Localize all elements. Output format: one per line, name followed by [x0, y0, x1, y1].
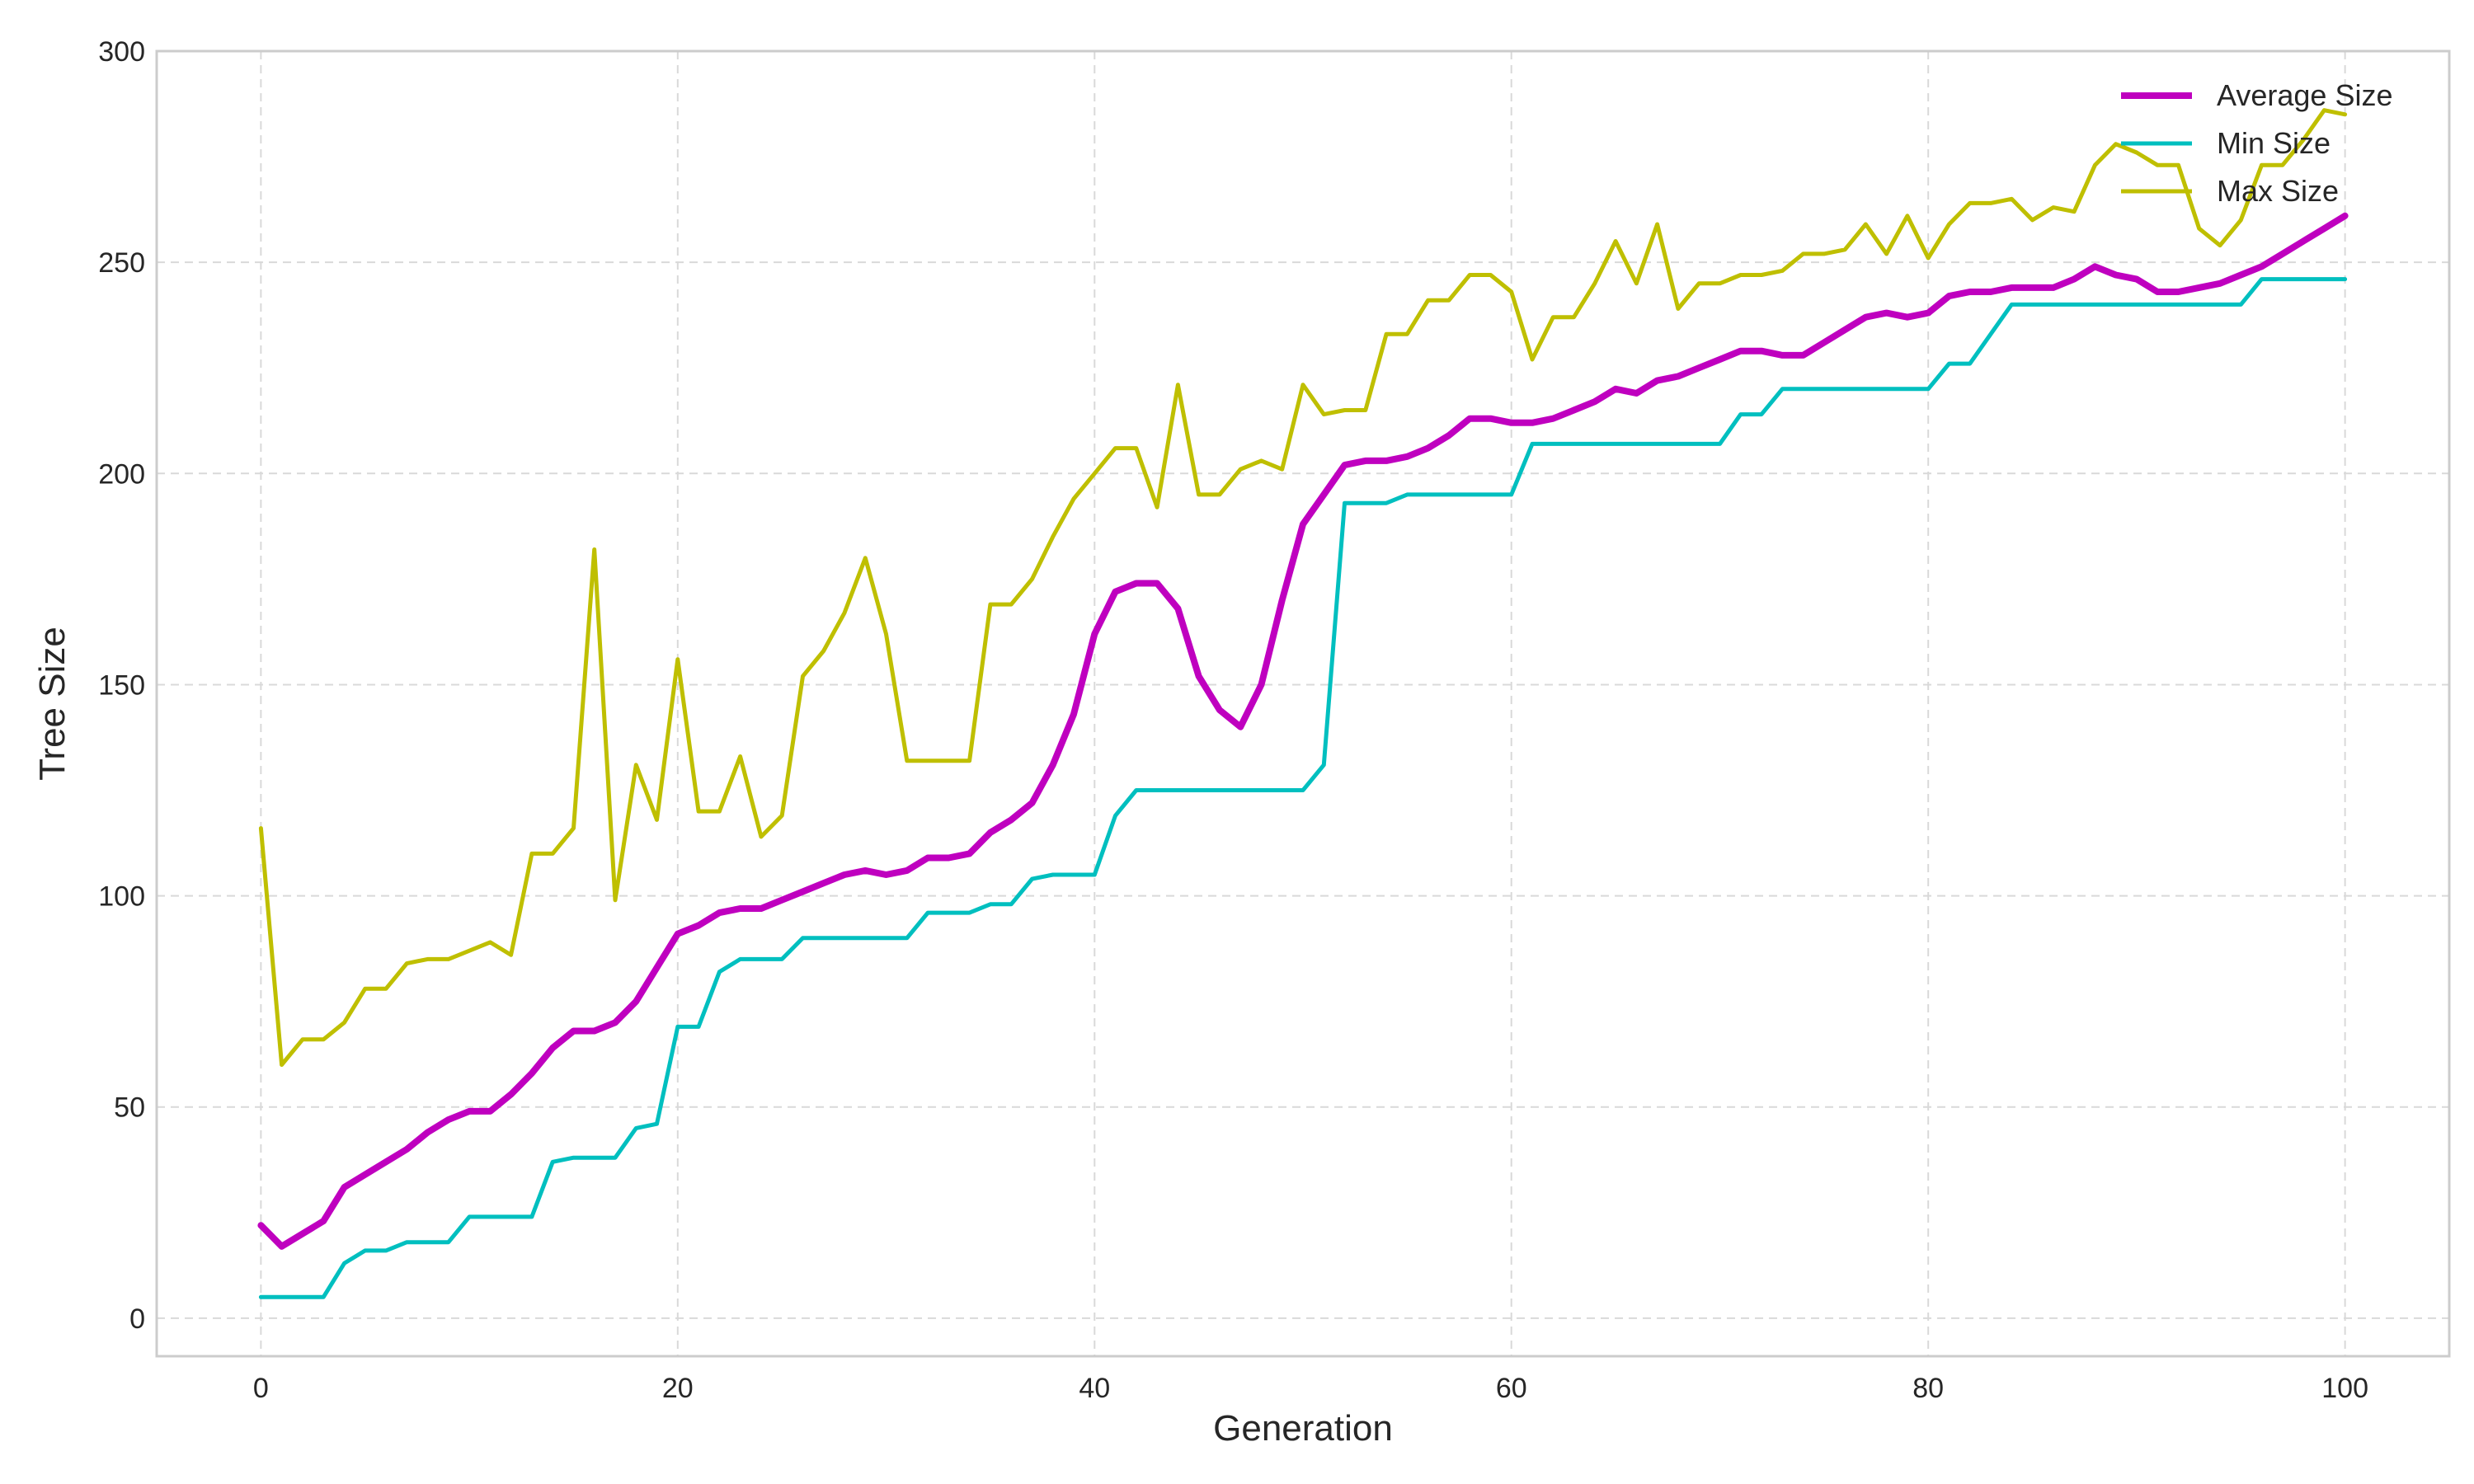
x-tick-label: 40	[1079, 1373, 1110, 1404]
series-line-max-size	[258, 108, 2348, 1067]
tick-labels: 0 20 40 60 80 100 0 50 100 150 200 250 300	[98, 36, 2368, 1404]
y-tick-label: 250	[98, 247, 145, 279]
series-lines	[257, 108, 2349, 1299]
y-tick-label: 200	[98, 458, 145, 490]
y-tick-label: 150	[98, 669, 145, 701]
x-tick-label: 0	[253, 1373, 269, 1404]
legend-label-average-size: Average Size	[2217, 78, 2392, 112]
plot-area-frame	[155, 49, 2451, 1358]
series-line-average-size	[257, 212, 2349, 1250]
legend: Average Size Min Size Max Size	[2121, 78, 2392, 208]
y-tick-label: 0	[129, 1303, 145, 1335]
x-tick-label: 100	[2321, 1373, 2368, 1404]
x-tick-label: 80	[1912, 1373, 1944, 1404]
series-line-min-size	[258, 277, 2348, 1299]
y-axis-label: Tree Size	[32, 627, 73, 781]
y-tick-label: 100	[98, 881, 145, 913]
y-tick-label: 300	[98, 36, 145, 68]
grid	[157, 50, 2449, 1356]
legend-label-max-size: Max Size	[2217, 174, 2339, 208]
x-tick-label: 20	[662, 1373, 694, 1404]
x-axis-label: Generation	[1213, 1408, 1393, 1449]
legend-label-min-size: Min Size	[2217, 126, 2331, 160]
x-tick-label: 60	[1496, 1373, 1527, 1404]
y-tick-label: 50	[114, 1092, 145, 1124]
